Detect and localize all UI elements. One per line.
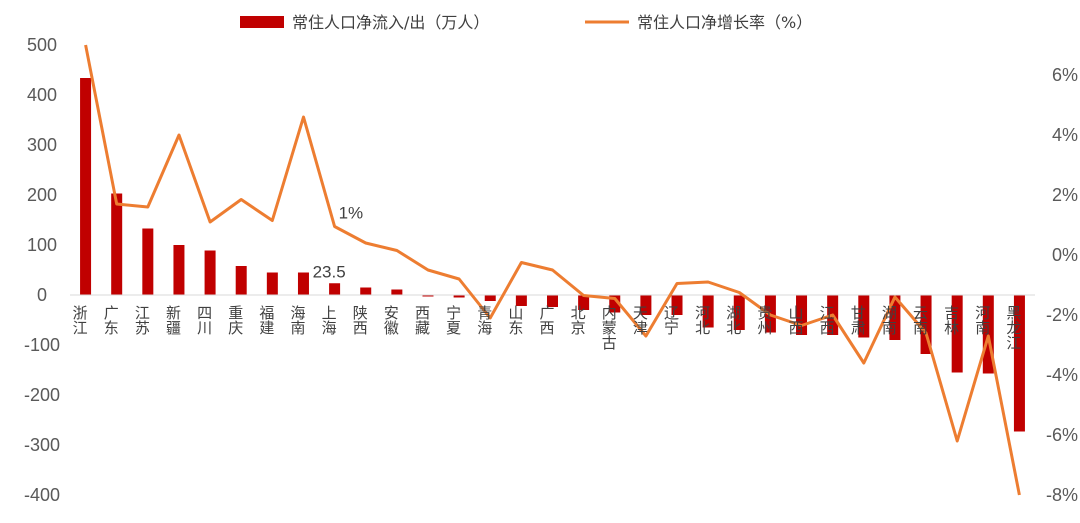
category-label: 广西 (538, 305, 556, 335)
bar (142, 228, 154, 295)
category-label: 北京 (569, 305, 587, 336)
bar (796, 295, 808, 335)
category-labels: 浙江 广东 江苏 新疆 四川 重庆 福建 海南 上海 陕西 安徽 西藏 宁夏 青海 山东 广西 北京 内蒙古 天津辽… (71, 305, 1023, 350)
right-tick-label: 6% (1052, 65, 1078, 85)
legend: 常住人口净流入/出（万人） 常住人口净增长率（%） (240, 13, 812, 32)
left-axis: -400 -300 -200 -100 0 100 200 300 400 500 (24, 35, 60, 505)
category-label: 宁夏 (444, 305, 462, 335)
bar (422, 295, 434, 297)
category-label: 福建 (257, 305, 275, 335)
category-label: 黑龙江 (1004, 305, 1022, 350)
right-tick-label: -2% (1046, 305, 1078, 325)
category-label: 重庆 (226, 305, 244, 335)
category-label: 吉林 (942, 305, 960, 335)
left-tick-label: -300 (24, 435, 60, 455)
left-tick-label: 200 (27, 185, 57, 205)
bar (453, 295, 465, 298)
category-label: 内蒙古 (600, 305, 618, 350)
category-label: 湖北 (724, 305, 742, 335)
category-label: 山西 (787, 305, 805, 335)
right-tick-label: -6% (1046, 425, 1078, 445)
bar (951, 295, 963, 373)
category-label: 上海 (320, 305, 338, 335)
annotations: 23.5 1% (313, 204, 364, 282)
category-label: 山东 (506, 305, 524, 335)
category-label: 西藏 (413, 305, 431, 336)
category-label: 海南 (288, 305, 306, 335)
bar (671, 295, 683, 315)
right-tick-label: 2% (1052, 185, 1078, 205)
left-tick-label: 300 (27, 135, 57, 155)
bar (733, 295, 745, 330)
left-tick-label: -100 (24, 335, 60, 355)
left-tick-label: -400 (24, 485, 60, 505)
bar (173, 245, 185, 295)
bar (329, 283, 341, 295)
bar (920, 295, 932, 354)
bar (111, 193, 123, 295)
category-label: 贵州 (755, 305, 773, 335)
category-label: 陕西 (351, 305, 369, 335)
annotation-label: 23.5 (313, 262, 346, 281)
bar (297, 272, 309, 295)
right-axis: -8% -6% -4% -2% 0% 2% 4% 6% (1046, 65, 1078, 505)
bars (80, 78, 1025, 432)
legend-label-line: 常住人口净增长率（%） (637, 13, 812, 32)
bar (982, 295, 994, 374)
bar (80, 78, 92, 295)
bar (235, 266, 247, 295)
category-label: 四川 (195, 305, 213, 335)
bar (640, 295, 652, 315)
category-label: 天津 (631, 305, 649, 335)
category-label: 浙江 (71, 305, 89, 335)
annotation-label: 1% (339, 204, 364, 223)
category-label: 辽宁 (662, 305, 680, 335)
left-tick-label: 0 (37, 285, 47, 305)
category-label: 湖南 (880, 305, 898, 335)
right-tick-label: -4% (1046, 365, 1078, 385)
left-tick-label: -200 (24, 385, 60, 405)
category-label: 甘肃 (849, 305, 867, 335)
bar (484, 295, 496, 301)
category-label: 江西 (818, 305, 836, 335)
bar (204, 250, 216, 295)
category-label: 青海 (475, 305, 493, 335)
category-label: 河南 (973, 305, 991, 335)
left-tick-label: 100 (27, 235, 57, 255)
bar (609, 295, 621, 313)
left-tick-label: 500 (27, 35, 57, 55)
right-tick-label: 0% (1052, 245, 1078, 265)
bar (578, 295, 590, 310)
category-label: 安徽 (382, 305, 400, 335)
bar (266, 272, 278, 295)
category-label: 江苏 (133, 305, 151, 336)
right-tick-label: 4% (1052, 125, 1078, 145)
left-tick-label: 400 (27, 85, 57, 105)
bar (889, 295, 901, 340)
bar (360, 287, 372, 295)
bar (702, 295, 714, 328)
bar (858, 295, 870, 338)
bar (515, 295, 527, 306)
bar (547, 295, 558, 307)
right-tick-label: -8% (1046, 485, 1078, 505)
legend-swatch-bar (240, 16, 284, 28)
category-label: 河北 (693, 305, 711, 335)
line-series (84, 44, 1021, 496)
legend-label-bar: 常住人口净流入/出（万人） (292, 13, 489, 32)
bar (391, 289, 403, 295)
category-label: 云南 (911, 305, 929, 335)
category-label: 广东 (102, 305, 120, 335)
category-label: 新疆 (164, 305, 182, 335)
bar (1013, 295, 1025, 432)
